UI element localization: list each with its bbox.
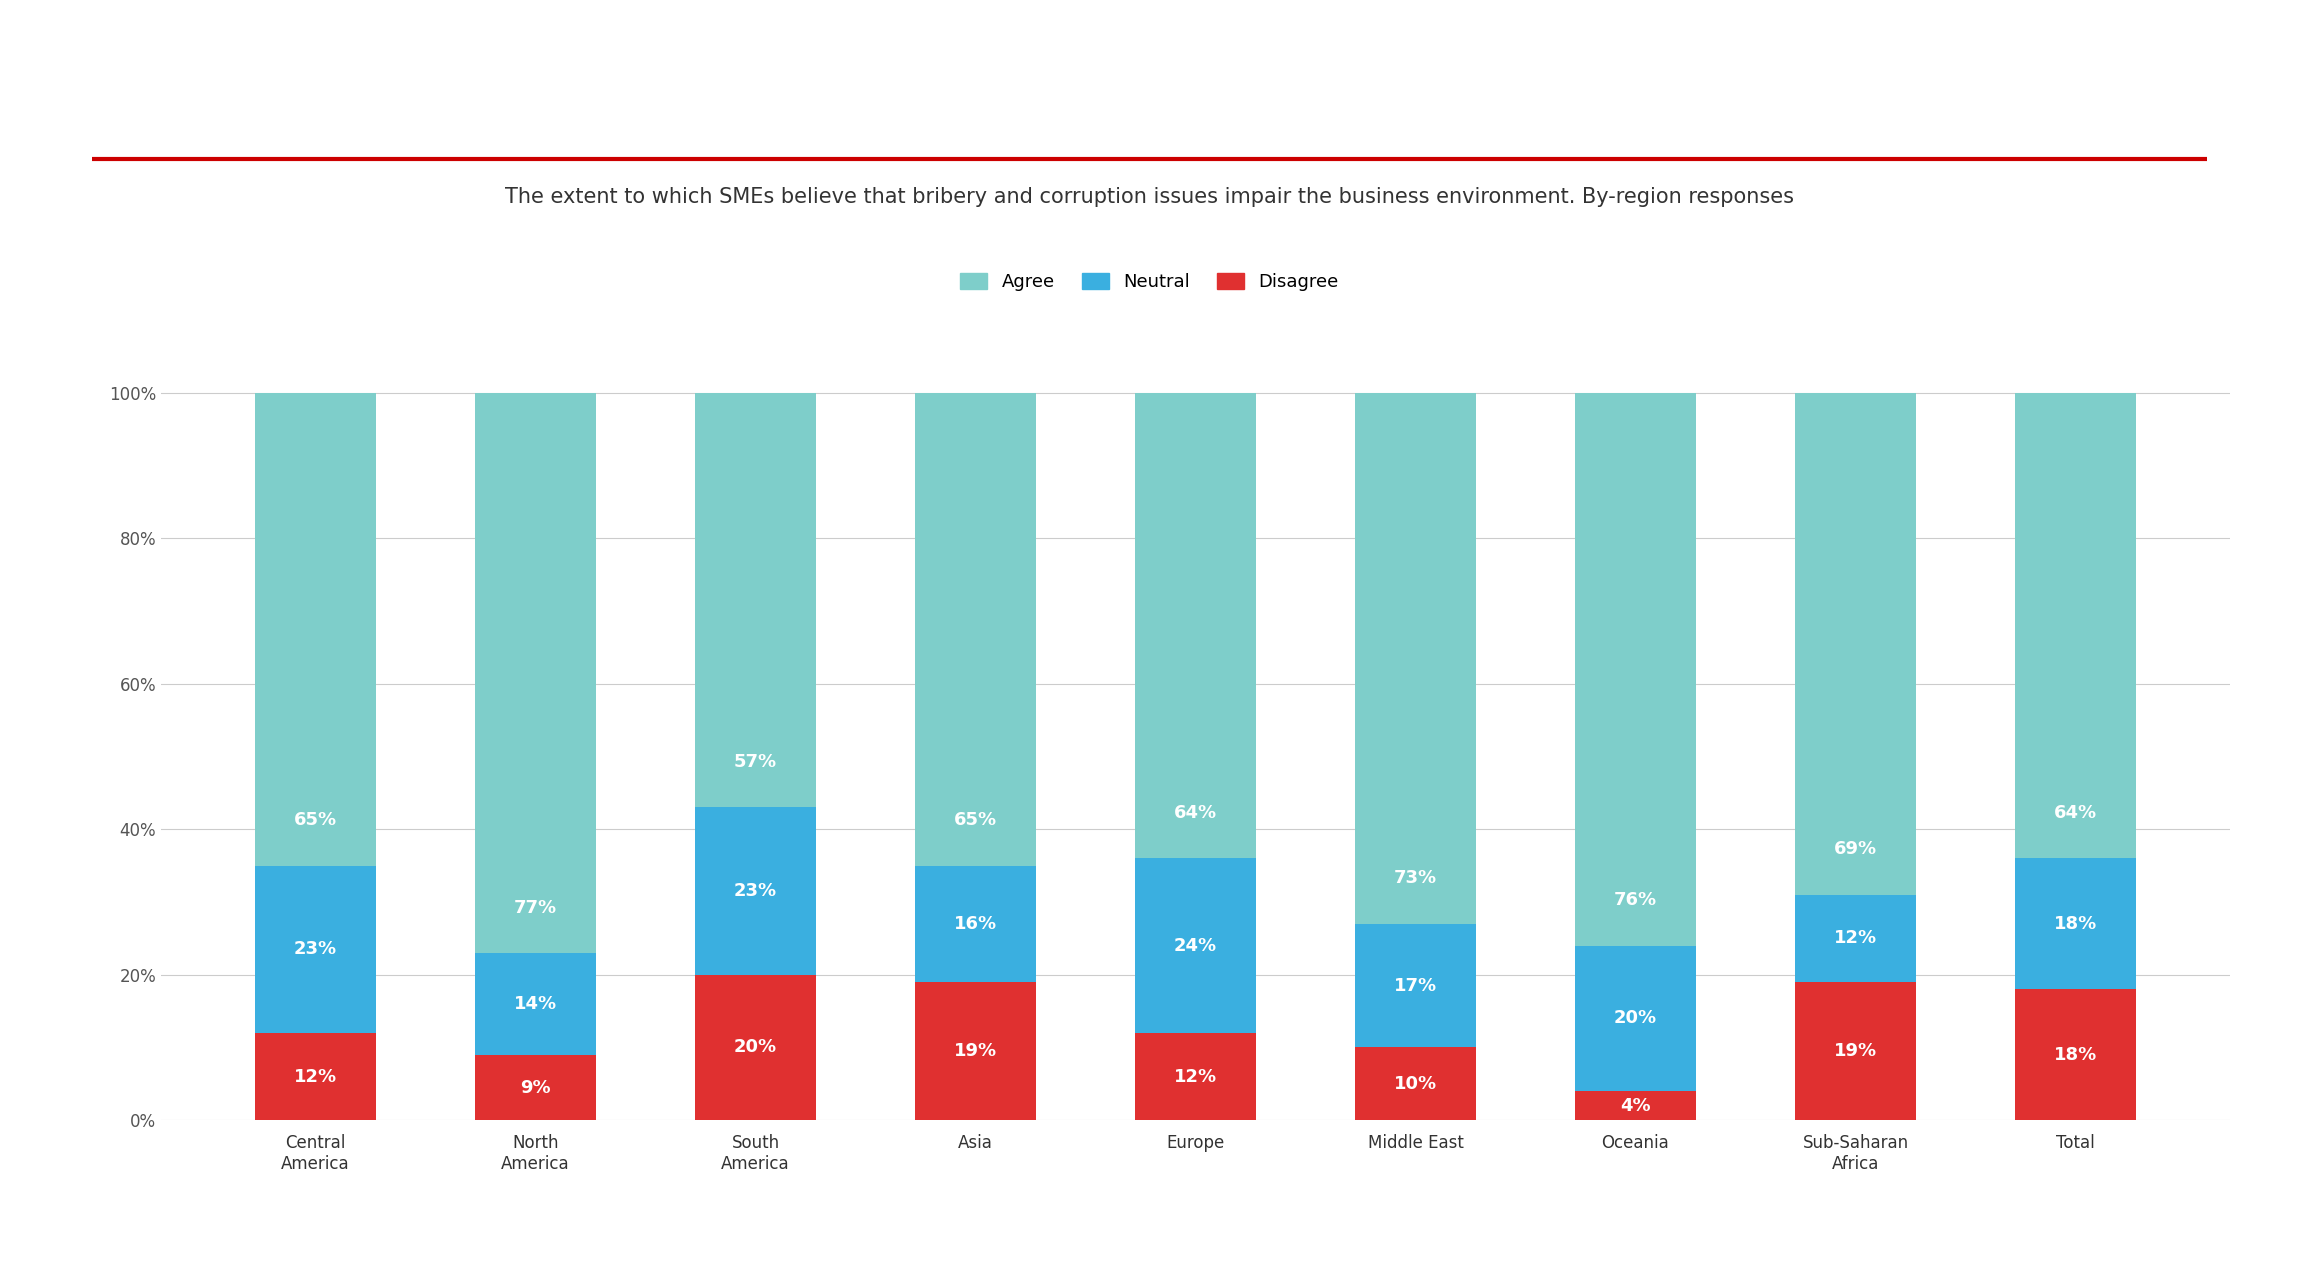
Bar [1796, 981, 1915, 1120]
Bar [1575, 393, 1697, 946]
Bar [2014, 989, 2136, 1120]
Bar [255, 1032, 377, 1120]
Text: 12%: 12% [1835, 929, 1876, 947]
Text: 20%: 20% [733, 1039, 777, 1057]
Bar [915, 393, 1037, 866]
Bar [1575, 946, 1697, 1091]
Text: 4%: 4% [1621, 1097, 1651, 1115]
Bar [915, 981, 1037, 1120]
Bar [1796, 393, 1915, 895]
Text: 23%: 23% [733, 882, 777, 900]
Bar [1354, 1048, 1476, 1120]
Text: 77%: 77% [515, 899, 556, 917]
Bar [2014, 858, 2136, 989]
Bar [694, 393, 816, 807]
Bar [476, 953, 595, 1055]
Text: 65%: 65% [294, 811, 338, 829]
Bar [476, 1055, 595, 1120]
Text: 73%: 73% [1393, 869, 1437, 887]
Text: 20%: 20% [1614, 1009, 1658, 1027]
Bar [255, 866, 377, 1032]
Bar [1136, 1032, 1255, 1120]
Text: 12%: 12% [294, 1068, 338, 1086]
Text: 64%: 64% [2053, 805, 2097, 822]
Bar [1136, 393, 1255, 858]
Text: 69%: 69% [1835, 840, 1876, 858]
Legend: Agree, Neutral, Disagree: Agree, Neutral, Disagree [952, 264, 1347, 300]
Bar [694, 807, 816, 975]
Bar [1796, 895, 1915, 981]
Text: The extent to which SMEs believe that bribery and corruption issues impair the b: The extent to which SMEs believe that br… [506, 187, 1793, 207]
Text: 65%: 65% [954, 811, 998, 829]
Text: 14%: 14% [515, 995, 556, 1013]
Text: 18%: 18% [2053, 1046, 2097, 1064]
Text: 18%: 18% [2053, 915, 2097, 933]
Text: 17%: 17% [1393, 976, 1437, 994]
Text: 57%: 57% [733, 754, 777, 771]
Text: 9%: 9% [520, 1078, 552, 1096]
Bar [1354, 924, 1476, 1048]
Text: 10%: 10% [1393, 1074, 1437, 1092]
Text: 19%: 19% [1835, 1043, 1876, 1060]
Text: 19%: 19% [954, 1043, 998, 1060]
Bar [2014, 393, 2136, 858]
Bar [476, 393, 595, 953]
Bar [1136, 858, 1255, 1032]
Bar [255, 393, 377, 866]
Text: 64%: 64% [1175, 805, 1216, 822]
Text: 24%: 24% [1175, 937, 1216, 955]
Text: 23%: 23% [294, 941, 338, 959]
Bar [694, 975, 816, 1120]
Bar [915, 866, 1037, 981]
Text: 16%: 16% [954, 915, 998, 933]
Text: 76%: 76% [1614, 891, 1658, 909]
Text: 12%: 12% [1175, 1068, 1216, 1086]
Bar [1354, 393, 1476, 924]
Bar [1575, 1091, 1697, 1120]
